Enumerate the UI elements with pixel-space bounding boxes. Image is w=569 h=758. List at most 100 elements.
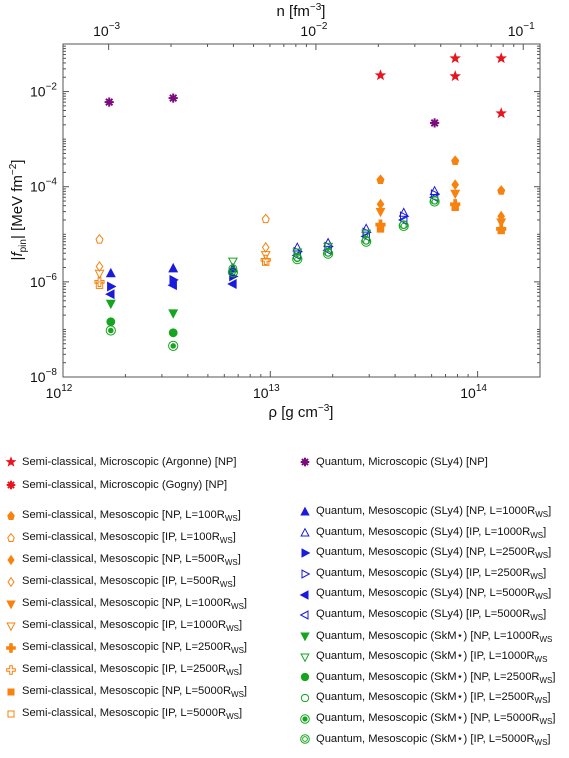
data-point (449, 52, 461, 64)
data-point (361, 229, 372, 239)
data-point (167, 280, 177, 291)
legend-item: Semi-classical, Mesoscopic [NP, L=5000RW… (4, 685, 247, 699)
plot-frame (62, 43, 541, 378)
data-point (374, 69, 387, 81)
x-axis-title: ρ [g cm−3] (269, 403, 334, 421)
legend-item: Semi-classical, Mesoscopic [IP, L=2500RW… (4, 663, 242, 677)
legend-label: Semi-classical, Mesoscopic [NP, L=100RWS… (22, 509, 241, 524)
data-point (398, 215, 408, 225)
data-point (105, 299, 116, 310)
data-point (261, 213, 270, 224)
data-point (495, 107, 507, 119)
data-point (429, 196, 440, 207)
legend-marker-icon (298, 567, 312, 581)
legend-label: Quantum, Mesoscopic (SkM⋆) [NP, L=1000RW… (316, 629, 553, 644)
legend-marker-icon (4, 619, 18, 633)
legend-label: Quantum, Microscopic (SLy4) [NP] (316, 456, 488, 468)
x2-tick-label: 10−3 (93, 21, 120, 39)
legend-label: Semi-classical, Mesoscopic [IP, L=1000RW… (22, 619, 243, 634)
x2-axis-title: n [fm−3] (277, 2, 326, 20)
data-point (227, 257, 238, 267)
data-point (376, 174, 385, 184)
data-point (497, 185, 506, 195)
data-point (105, 289, 115, 300)
legend-label: Semi-classical, Mesoscopic [NP, L=2500RW… (22, 641, 248, 656)
legend-item: Quantum, Mesoscopic (SkM⋆) [NP, L=5000RW… (298, 711, 556, 726)
y-tick-label: 10−2 (30, 82, 57, 100)
data-point (450, 189, 461, 200)
data-point (451, 155, 460, 165)
legend-item: Quantum, Mesoscopic (SkM⋆) [IP, L=2500RW… (298, 690, 551, 706)
data-point (168, 262, 179, 273)
legend-item: Quantum, Mesoscopic (SkM⋆) [NP, L=1000RW… (298, 629, 552, 644)
legend-item: Quantum, Microscopic (SLy4) [NP] (298, 455, 488, 469)
data-point (94, 269, 105, 280)
legend-item: Semi-classical, Mesoscopic [NP, L=500RWS… (4, 553, 241, 567)
legend-item: Semi-classical, Mesoscopic [IP, L=500RWS… (4, 575, 236, 589)
data-point (261, 241, 270, 253)
legend-marker-icon (298, 712, 312, 726)
legend-label: Semi-classical, Mesoscopic [IP, L=500RWS… (22, 575, 236, 590)
y-axis-title: |fpin| [MeV fm−2] (8, 160, 29, 261)
scatter-plot: 1012 1013 1014 10−3 10−2 10−1 10−8 10−6 10−4 10−2… (8, 2, 541, 421)
legend-marker-icon (4, 478, 18, 492)
legend-marker-icon (298, 670, 312, 684)
legend-label: Semi-classical, Mesoscopic [IP, L=100RWS… (22, 531, 236, 546)
legend-marker-icon (298, 732, 312, 746)
data-point (398, 220, 409, 231)
legend-marker-icon (298, 691, 312, 705)
legend-item: Semi-classical, Mesoscopic [NP, L=2500RW… (4, 641, 247, 655)
x2-tick-label: 10−1 (508, 21, 535, 39)
legend-marker-icon (4, 641, 18, 655)
legend-item: Quantum, Mesoscopic (SLy4) [IP, L=2500RW… (298, 567, 546, 581)
legend-label: Semi-classical, Mesoscopic [IP, L=2500RW… (22, 663, 243, 678)
legend: Semi-classical, Microscopic (Argonne) [N… (0, 440, 569, 758)
data-point (292, 242, 303, 252)
legend-item: Semi-classical, Microscopic (Argonne) [N… (4, 455, 237, 469)
legend-marker-icon (4, 575, 18, 589)
legend-label: Semi-classical, Mesoscopic [NP, L=500RWS… (22, 553, 241, 568)
y-tick-label: 10−6 (30, 272, 57, 290)
legend-item: Quantum, Mesoscopic (SkM⋆) [IP, L=5000RW… (298, 732, 551, 747)
data-point (168, 328, 178, 338)
x2-tick-label: 10−2 (300, 21, 327, 39)
data-point (323, 248, 334, 259)
data-point (94, 276, 105, 287)
legend-marker-icon (298, 505, 312, 519)
legend-item: Semi-classical, Mesoscopic [NP, L=100RWS… (4, 509, 241, 523)
legend-marker-icon (298, 526, 312, 540)
legend-label: Semi-classical, Microscopic (Gogny) [NP] (22, 479, 228, 491)
legend-item: Semi-classical, Mesoscopic [NP, L=1000RW… (4, 597, 247, 611)
legend-item: Quantum, Mesoscopic (SLy4) [NP, L=1000RW… (298, 505, 551, 519)
legend-marker-icon (298, 650, 312, 664)
legend-marker-icon (4, 455, 18, 469)
legend-label: Semi-classical, Mesoscopic [NP, L=5000RW… (22, 685, 248, 700)
legend-item: Quantum, Mesoscopic (SLy4) [IP, L=1000RW… (298, 526, 546, 540)
data-point (260, 251, 271, 261)
data-point (227, 267, 238, 278)
data-point (95, 261, 104, 272)
data-point (495, 52, 507, 64)
tick-labels: 1012 1013 1014 10−3 10−2 10−1 10−8 10−6 10−4 10−2 (30, 21, 535, 401)
legend-marker-icon (298, 588, 312, 602)
data-point (228, 264, 238, 274)
legend-item: Semi-classical, Mesoscopic [IP, L=100RWS… (4, 531, 236, 545)
legend-marker-icon (298, 608, 312, 622)
legend-item: Quantum, Mesoscopic (SkM⋆) [IP, L=1000RW… (298, 649, 547, 664)
y-tick-label: 10−8 (30, 367, 57, 385)
legend-item: Quantum, Mesoscopic (SLy4) [NP, L=5000RW… (298, 587, 551, 602)
data-point (451, 179, 460, 191)
data-point (496, 218, 507, 228)
legend-marker-icon (4, 509, 18, 523)
legend-item: Quantum, Mesoscopic (SLy4) [NP, L=2500RW… (298, 546, 551, 560)
legend-label: Semi-classical, Microscopic (Argonne) [N… (22, 456, 237, 468)
data-point (360, 231, 370, 242)
data-point (227, 279, 237, 289)
data-point (95, 281, 104, 289)
legend-marker-icon (4, 707, 18, 721)
legend-label: Quantum, Mesoscopic (SkM⋆) [IP, L=5000RW… (316, 732, 551, 747)
legend-marker-icon (4, 685, 18, 699)
legend-label: Quantum, Mesoscopic (SkM⋆) [IP, L=2500RW… (316, 691, 551, 706)
data-point (168, 93, 178, 103)
legend-item: Semi-classical, Microscopic (Gogny) [NP] (4, 478, 227, 492)
